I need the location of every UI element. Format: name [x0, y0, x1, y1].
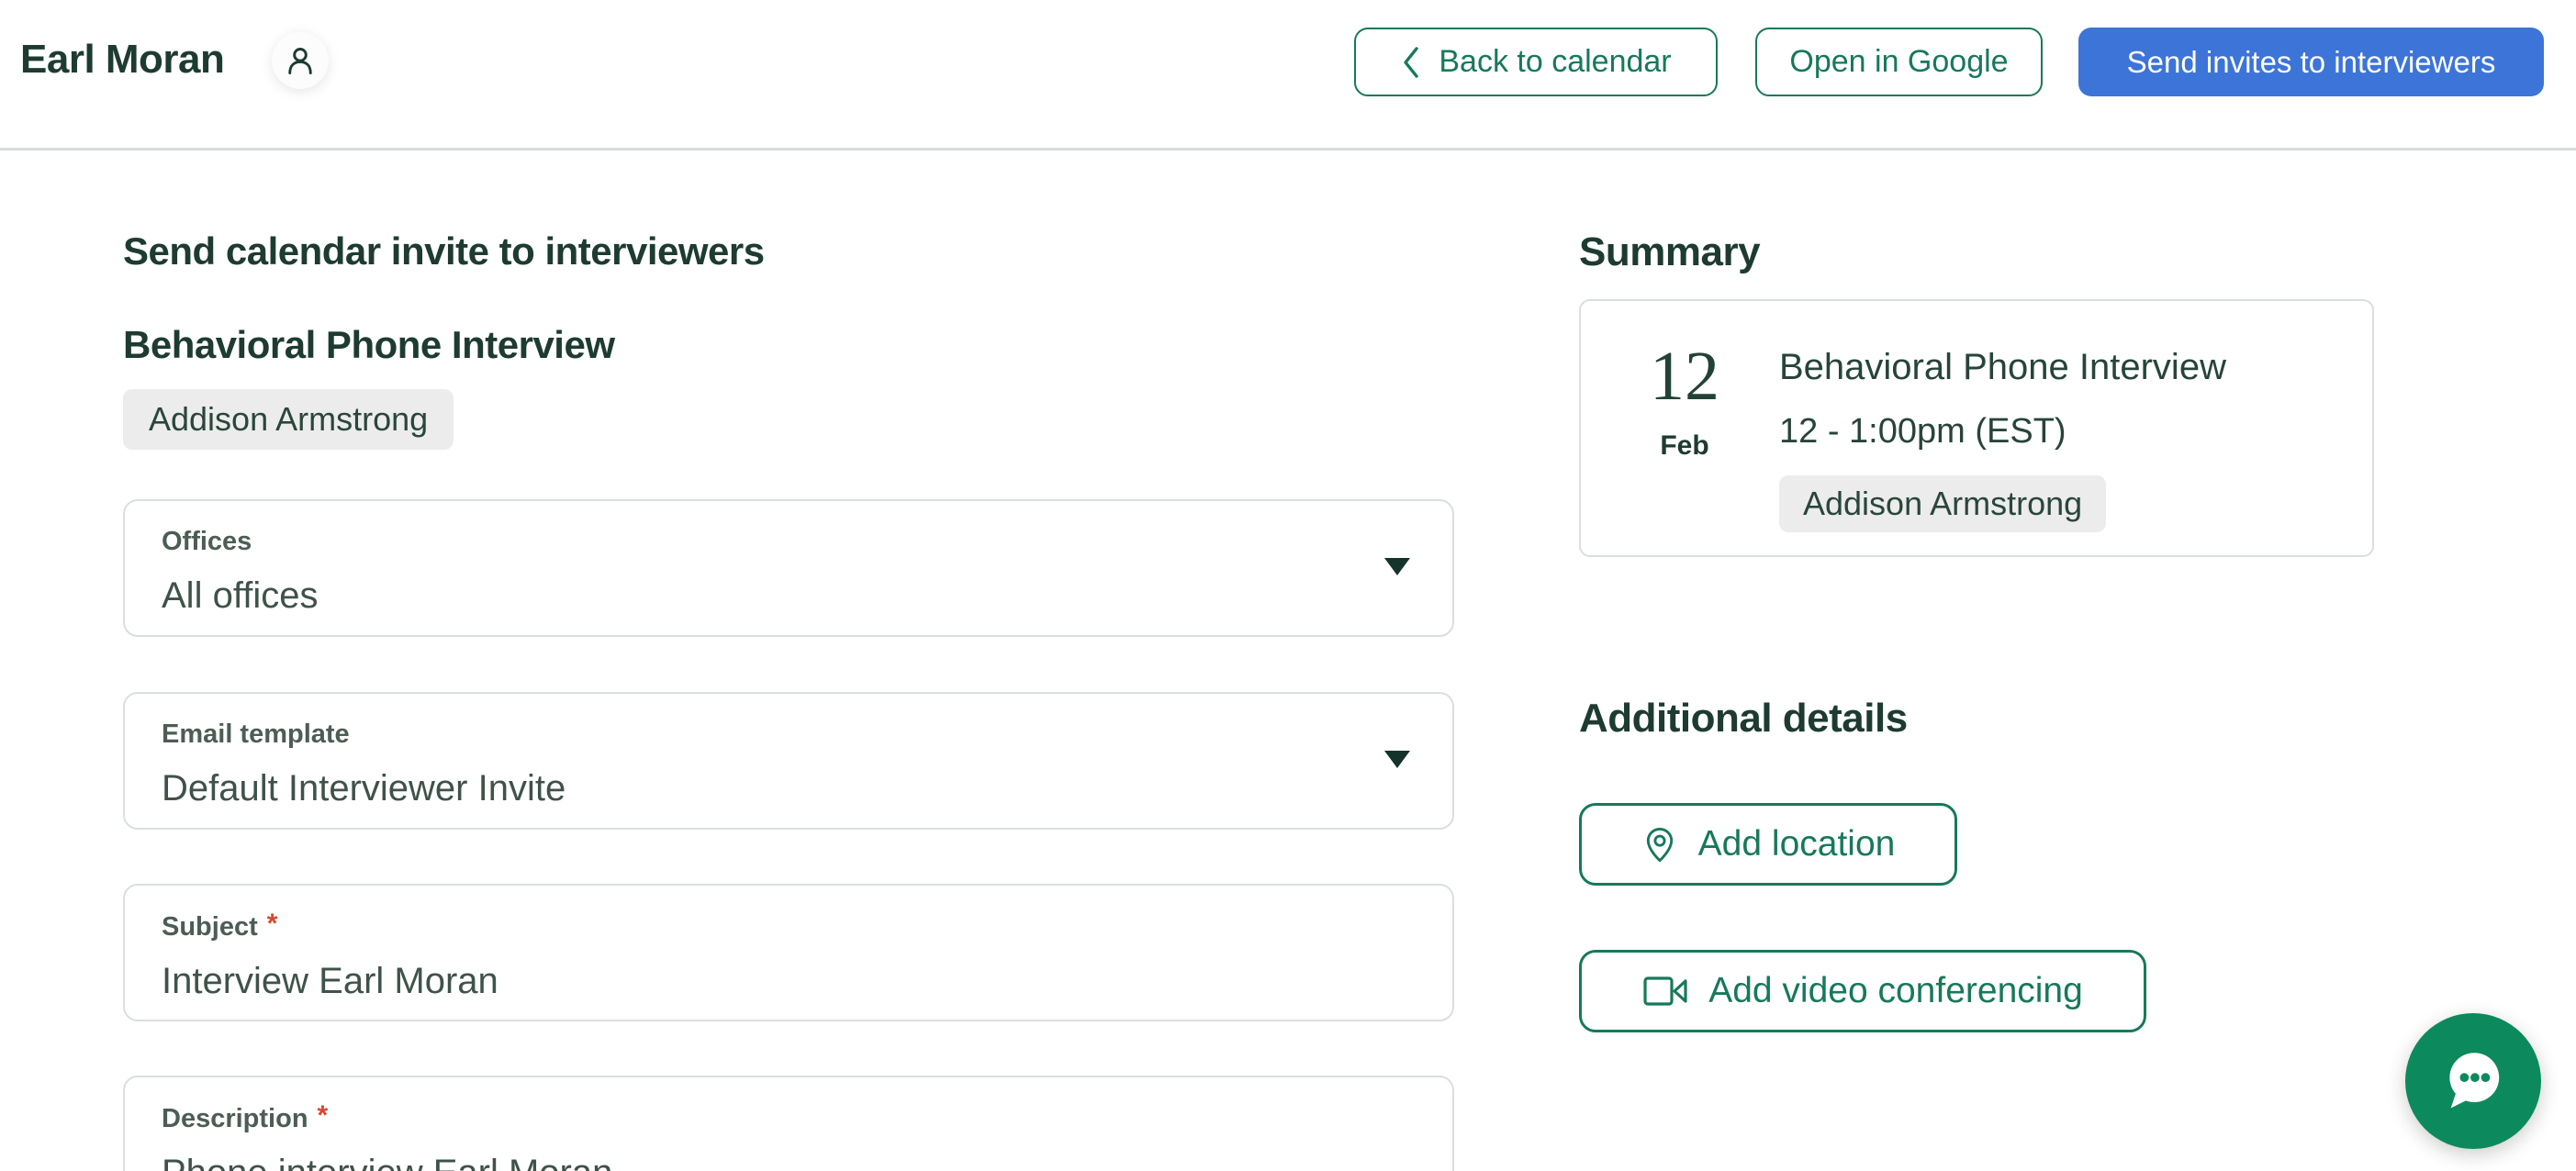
- send-invites-button[interactable]: Send invites to interviewers: [2078, 28, 2544, 96]
- open-in-google-button[interactable]: Open in Google: [1755, 28, 2043, 96]
- send-invites-label: Send invites to interviewers: [2126, 44, 2496, 79]
- offices-label: Offices: [162, 527, 252, 556]
- subject-input[interactable]: Interview Earl Moran: [162, 961, 498, 1001]
- event-time: 12 - 1:00pm (EST): [1779, 412, 2066, 451]
- required-marker: *: [317, 1100, 329, 1131]
- email-template-value: Default Interviewer Invite: [162, 768, 566, 809]
- add-video-label: Add video conferencing: [1708, 971, 2083, 1010]
- description-label: Description *: [162, 1100, 1416, 1134]
- event-attendee-chip: Addison Armstrong: [1779, 475, 2107, 532]
- event-details: Behavioral Phone Interview 12 - 1:00pm (…: [1779, 347, 2226, 555]
- location-pin-icon: [1641, 825, 1678, 864]
- description-label-text: Description: [162, 1104, 308, 1133]
- add-location-button[interactable]: Add location: [1579, 803, 1957, 886]
- attendee-chip: Addison Armstrong: [123, 389, 454, 450]
- required-marker: *: [266, 909, 278, 939]
- email-template-label: Email template: [162, 719, 350, 749]
- offices-select[interactable]: Offices All offices: [123, 499, 1454, 637]
- add-video-conferencing-button[interactable]: Add video conferencing: [1579, 950, 2146, 1032]
- header: Earl Moran Back to calendar Open in Goog…: [0, 0, 2576, 151]
- subject-label-text: Subject: [162, 912, 258, 942]
- description-field[interactable]: Description * Phone interview Earl Moran: [123, 1076, 1454, 1171]
- chat-bubble-icon: [2436, 1043, 2511, 1119]
- event-attendee-label: Addison Armstrong: [1803, 485, 2083, 522]
- person-icon: [284, 44, 317, 77]
- event-day: 12: [1650, 338, 1719, 415]
- additional-details-heading: Additional details: [1579, 696, 1908, 741]
- caret-down-icon[interactable]: [1384, 751, 1410, 768]
- open-google-label: Open in Google: [1789, 44, 2009, 79]
- video-camera-icon: [1642, 973, 1688, 1009]
- attendee-chip-label: Addison Armstrong: [149, 400, 429, 438]
- description-input[interactable]: Phone interview Earl Moran: [162, 1153, 1416, 1171]
- add-location-label: Add location: [1697, 824, 1896, 864]
- candidate-avatar-button[interactable]: [272, 32, 329, 89]
- event-title: Behavioral Phone Interview: [1779, 347, 2226, 387]
- summary-card: 12 Feb Behavioral Phone Interview 12 - 1…: [1579, 299, 2374, 557]
- event-date: 12 Feb: [1634, 338, 1735, 555]
- subject-label: Subject *: [162, 909, 1416, 942]
- caret-down-icon[interactable]: [1384, 558, 1410, 575]
- subject-field[interactable]: Subject * Interview Earl Moran: [123, 884, 1454, 1021]
- email-template-select[interactable]: Email template Default Interviewer Invit…: [123, 692, 1454, 830]
- summary-heading: Summary: [1579, 229, 1761, 274]
- chat-fab-button[interactable]: [2405, 1013, 2541, 1149]
- back-to-calendar-button[interactable]: Back to calendar: [1354, 28, 1718, 96]
- chevron-left-icon: [1400, 44, 1422, 81]
- back-button-label: Back to calendar: [1439, 44, 1672, 79]
- form-heading: Send calendar invite to interviewers: [123, 229, 765, 273]
- interview-name-heading: Behavioral Phone Interview: [123, 323, 615, 366]
- event-month: Feb: [1660, 429, 1709, 461]
- page-title: Earl Moran: [20, 37, 225, 82]
- offices-value: All offices: [162, 575, 319, 616]
